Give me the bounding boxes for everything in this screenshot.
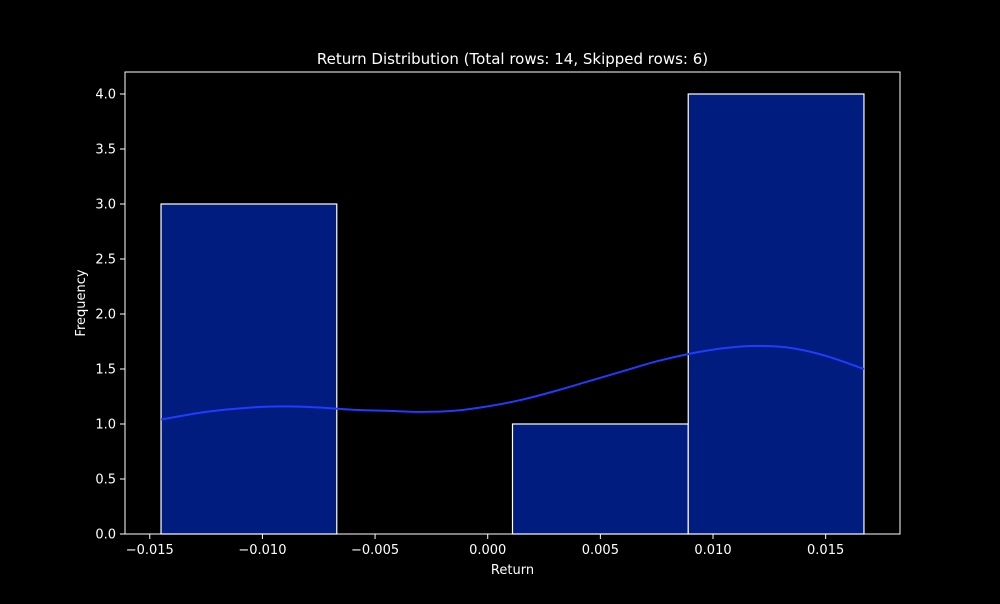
x-tick-label: −0.005 xyxy=(351,543,399,558)
chart-title: Return Distribution (Total rows: 14, Ski… xyxy=(317,50,708,68)
histogram-bar-0 xyxy=(160,203,338,535)
y-tick-label: 2.5 xyxy=(95,253,116,268)
y-tick-label: 1.5 xyxy=(95,363,116,378)
x-tick-label: 0.010 xyxy=(694,543,731,558)
bars-layer xyxy=(160,93,865,535)
x-tick-label: 0.015 xyxy=(807,543,844,558)
x-tick-label: −0.015 xyxy=(126,543,174,558)
x-tick-label: 0.000 xyxy=(469,543,506,558)
y-tick-label: 4.0 xyxy=(95,88,116,103)
kde-layer xyxy=(160,344,865,421)
y-axis-ticks: 0.0 0.5 1.0 1.5 2.0 2.5 3.0 3.5 4.0 xyxy=(95,88,125,543)
x-tick-label: −0.010 xyxy=(238,543,286,558)
y-tick-label: 1.0 xyxy=(95,418,116,433)
plot-frame xyxy=(124,71,901,535)
y-tick-label: 0.0 xyxy=(95,528,116,543)
kde-curve xyxy=(160,344,865,421)
histogram-bar-3 xyxy=(687,93,865,535)
histogram-bar-2 xyxy=(511,423,689,535)
y-tick-label: 2.0 xyxy=(95,308,116,323)
y-tick-label: 0.5 xyxy=(95,473,116,488)
x-axis-ticks: −0.015 −0.010 −0.005 0.000 0.005 0.010 0.015 xyxy=(126,534,844,558)
x-tick-label: 0.005 xyxy=(582,543,619,558)
y-tick-label: 3.5 xyxy=(95,143,116,158)
x-axis-label: Return xyxy=(491,563,534,578)
y-axis-label: Frequency xyxy=(74,269,89,336)
y-tick-label: 3.0 xyxy=(95,198,116,213)
